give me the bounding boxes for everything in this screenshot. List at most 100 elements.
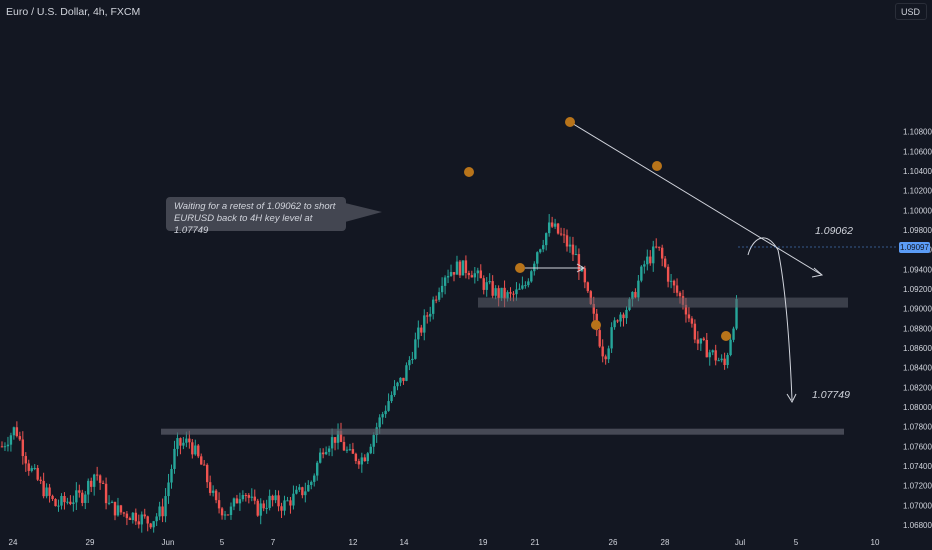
candle-body: [690, 318, 694, 324]
candle-body: [711, 350, 714, 353]
candle-body: [601, 346, 604, 357]
candle-body: [214, 490, 218, 501]
candle-body: [663, 258, 667, 267]
y-tick-label: 1.08800: [903, 324, 932, 333]
x-tick-label: 19: [479, 538, 488, 547]
candle-body: [9, 435, 13, 445]
candle-body: [592, 303, 595, 314]
candle-body: [27, 463, 30, 471]
candle-body: [586, 282, 590, 292]
candle-body: [580, 268, 584, 272]
candle-body: [203, 464, 206, 466]
candle-body: [426, 315, 429, 317]
candle-body: [646, 256, 649, 265]
candle-body: [735, 299, 738, 329]
candle-body: [321, 452, 325, 455]
candle-body: [81, 492, 84, 503]
candle-body: [443, 277, 447, 286]
candle-body: [45, 487, 48, 497]
candle-body: [637, 280, 640, 298]
candle-body: [12, 427, 16, 436]
y-tick-label: 1.07800: [903, 423, 932, 432]
candle-body: [54, 498, 57, 507]
candle-body: [589, 291, 592, 304]
x-tick-label: 5: [794, 538, 799, 547]
swing-marker: [721, 331, 731, 341]
swing-marker: [565, 117, 575, 127]
candle-body: [506, 292, 509, 299]
candle-body: [92, 474, 96, 487]
candle-body: [197, 445, 200, 457]
candle-body: [634, 291, 637, 298]
candle-body: [286, 500, 289, 502]
candle-body: [479, 270, 482, 279]
candle-body: [720, 358, 723, 361]
candle-body: [146, 516, 149, 524]
annotation-callout[interactable]: Waiting for a retest of 1.09062 to short…: [166, 197, 346, 236]
candle-body: [179, 438, 182, 446]
y-tick-label: 1.08400: [903, 364, 932, 373]
candle-body: [304, 491, 307, 496]
annotation-line-2: EURUSD back to 4H key level at 1.07749: [174, 213, 313, 236]
candle-body: [232, 498, 236, 507]
currency-button[interactable]: USD: [895, 3, 927, 20]
candle-body: [167, 482, 170, 497]
candle-body: [491, 281, 494, 296]
resistance-zone: [478, 297, 848, 308]
candle-body: [36, 467, 39, 480]
candle-body: [717, 360, 720, 362]
candle-body: [244, 495, 248, 497]
candle-body: [217, 500, 221, 509]
candle-body: [6, 444, 10, 447]
candle-body: [122, 512, 126, 514]
candle-body: [295, 489, 298, 494]
candle-body: [544, 233, 548, 246]
candle-body: [3, 446, 7, 448]
candle-body: [666, 266, 670, 282]
candle-body: [652, 246, 655, 264]
candle-body: [437, 292, 441, 300]
candle-body: [723, 358, 726, 366]
candle-body: [226, 514, 230, 516]
candle-body: [485, 282, 488, 290]
candle-body: [327, 448, 331, 452]
candle-body: [354, 453, 358, 462]
candle-body: [0, 446, 4, 448]
candle-body: [125, 513, 129, 519]
candle-body: [649, 256, 652, 264]
candle-body: [369, 446, 372, 454]
candle-body: [405, 365, 408, 381]
candle-body: [48, 487, 51, 496]
candle-body: [87, 480, 90, 495]
candle-body: [241, 495, 245, 500]
candle-body: [280, 506, 283, 511]
candle-body: [351, 449, 355, 454]
y-tick-label: 1.10400: [903, 167, 932, 176]
candle-body: [607, 348, 610, 360]
swing-marker: [515, 263, 525, 273]
candle-body: [235, 498, 239, 504]
candle-body: [259, 503, 262, 516]
support-zone: [161, 428, 844, 435]
candle-body: [223, 514, 227, 516]
y-tick-label: 1.09000: [903, 305, 932, 314]
candle-body: [643, 264, 646, 267]
candle-body: [84, 494, 87, 503]
candle-body: [631, 291, 634, 300]
candle-body: [559, 233, 563, 235]
candle-body: [200, 456, 203, 465]
candle-body: [247, 495, 251, 498]
candle-body: [449, 272, 453, 277]
candle-body: [714, 350, 717, 361]
x-tick-label: 26: [609, 538, 618, 547]
y-tick-label: 1.09400: [903, 265, 932, 274]
candle-body: [119, 505, 123, 513]
candle-body: [390, 395, 393, 402]
level-label-lower: 1.07749: [812, 389, 850, 401]
candle-body: [417, 327, 420, 340]
candle-body: [696, 339, 700, 344]
candle-body: [574, 254, 578, 256]
chart-title: Euro / U.S. Dollar, 4h, FXCM: [6, 6, 141, 18]
candle-body: [250, 496, 253, 498]
